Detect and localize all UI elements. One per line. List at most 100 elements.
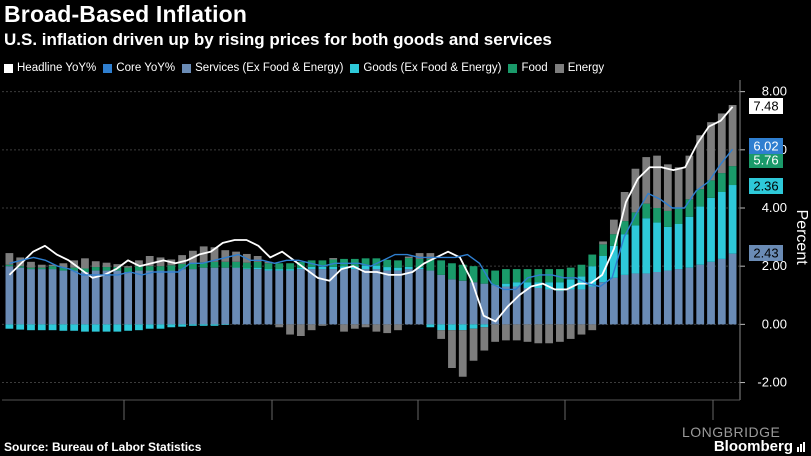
bar-segment — [178, 255, 186, 264]
bar-segment — [253, 269, 262, 325]
bar-segment — [674, 224, 683, 270]
bar-segment — [221, 250, 230, 262]
bar-segment — [512, 324, 521, 341]
bar-segment — [545, 324, 553, 344]
lines-layer — [8, 106, 734, 323]
bar-segment — [696, 206, 705, 265]
bar-segment — [534, 324, 543, 344]
bar-segment — [189, 269, 197, 325]
bar-segment — [340, 269, 348, 325]
bar-segment — [5, 324, 14, 329]
end-label-text: 2.43 — [753, 246, 778, 261]
legend-swatch — [508, 63, 518, 73]
bar-segment — [232, 261, 240, 268]
bar-segment — [91, 324, 100, 332]
bar-segment — [296, 267, 305, 270]
legend-label: Services (Ex Food & Energy) — [195, 62, 344, 74]
bar-segment — [91, 270, 100, 325]
bar-segment — [502, 324, 510, 341]
end-label-text: 6.02 — [753, 139, 778, 154]
bar-segment — [502, 286, 510, 325]
bar-segment — [91, 267, 100, 271]
bar-segment — [728, 166, 737, 186]
bar-segment — [27, 261, 35, 268]
bar-segment — [556, 282, 564, 291]
bar-segment — [631, 273, 640, 325]
bar-segment — [556, 324, 564, 342]
bars-layer — [5, 105, 737, 377]
bar-segment — [415, 267, 424, 270]
chart-plot: 8.006.004.002.000.00-2.00Percent20172018… — [2, 80, 810, 420]
bar-segment — [264, 261, 273, 264]
bar-segment — [523, 282, 532, 288]
bar-segment — [404, 269, 413, 325]
legend-label: Food — [521, 62, 548, 74]
legend-swatch — [4, 63, 13, 73]
bar-segment — [145, 324, 154, 329]
legend-item: Headline YoY% — [4, 62, 96, 74]
bar-segment — [480, 283, 489, 325]
bar-segment — [361, 269, 370, 325]
bar-segment — [707, 261, 715, 325]
legend-swatch — [103, 63, 113, 73]
bar-segment — [221, 324, 230, 325]
bar-segment — [707, 122, 715, 181]
bar-segment — [458, 330, 467, 377]
bar-segment — [480, 327, 489, 351]
bar-segment — [437, 330, 446, 339]
bar-segment — [275, 270, 284, 325]
legend-item: Core YoY% — [103, 62, 175, 74]
bar-segment — [663, 270, 672, 325]
grid-layer — [2, 91, 740, 384]
legend-item: Energy — [554, 62, 604, 74]
bar-segment — [728, 253, 737, 325]
bar-segment — [685, 155, 694, 200]
bar-segment — [59, 267, 68, 271]
bar-segment — [394, 270, 402, 325]
bar-segment — [631, 212, 640, 226]
bar-segment — [512, 286, 521, 325]
bar-segment — [404, 266, 413, 270]
bar-segment — [70, 267, 79, 271]
bar-segment — [674, 208, 683, 224]
bar-segment — [577, 264, 586, 277]
bar-chart-icon — [797, 442, 805, 452]
bar-segment — [221, 261, 230, 268]
bar-segment — [340, 324, 348, 332]
bar-segment — [415, 253, 424, 259]
bar-segment — [696, 264, 705, 325]
bar-segment — [124, 272, 133, 325]
bar-segment — [620, 234, 629, 275]
bar-segment — [81, 324, 89, 332]
bar-segment — [491, 324, 500, 342]
bar-segment — [448, 324, 456, 331]
bar-segment — [27, 324, 35, 331]
bar-segment — [210, 261, 219, 268]
bar-segment — [135, 260, 143, 267]
bar-segment — [199, 324, 208, 326]
bar-segment — [448, 279, 456, 325]
bar-segment — [566, 279, 575, 290]
bar-segment — [286, 269, 294, 271]
bar-segment — [37, 264, 46, 268]
bar-segment — [599, 241, 607, 245]
bar-segment — [620, 221, 629, 235]
bar-segment — [286, 324, 294, 335]
legend-swatch — [350, 63, 360, 73]
bar-segment — [674, 269, 683, 325]
bar-segment — [577, 289, 586, 325]
legend-item: Goods (Ex Food & Energy) — [350, 62, 501, 74]
bar-segment — [426, 270, 435, 325]
bar-segment — [221, 267, 230, 325]
brand-logo: Bloomberg — [713, 438, 793, 455]
bar-segment — [27, 267, 35, 270]
bar-segment — [264, 263, 273, 270]
bar-segment — [16, 257, 25, 267]
bar-segment — [383, 324, 392, 334]
bar-segment — [81, 268, 89, 272]
bar-segment — [48, 266, 57, 270]
bar-segment — [5, 266, 14, 325]
bar-segment — [307, 266, 316, 270]
bar-segment — [685, 216, 694, 268]
bar-segment — [653, 272, 661, 325]
